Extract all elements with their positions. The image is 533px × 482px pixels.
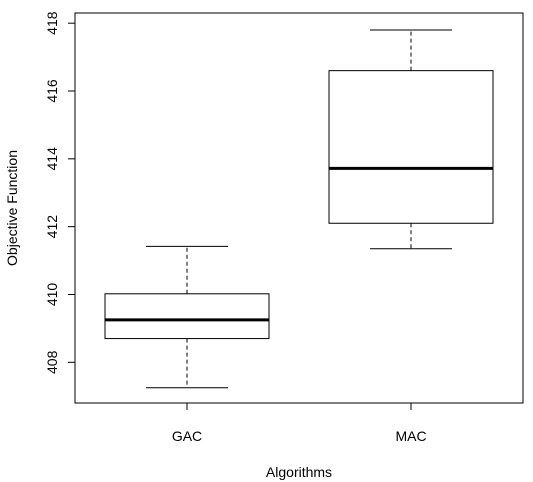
y-tick-label: 416 xyxy=(44,79,60,103)
x-tick-label: GAC xyxy=(172,428,202,444)
box-gac xyxy=(104,245,270,389)
box-mac xyxy=(328,29,494,250)
y-axis: 408 410 412 414 416 418 xyxy=(44,11,76,374)
y-tick-label: 414 xyxy=(44,147,60,171)
iqr-box xyxy=(328,70,494,224)
y-tick-label: 418 xyxy=(44,11,60,35)
x-tick-label: MAC xyxy=(395,428,426,444)
x-axis: GAC MAC xyxy=(172,403,427,444)
iqr-box xyxy=(104,293,270,340)
x-axis-label: Algorithms xyxy=(266,464,332,480)
y-axis-label: Objective Function xyxy=(4,150,20,266)
box-series xyxy=(104,29,494,389)
y-tick-label: 408 xyxy=(44,350,60,374)
y-tick-label: 412 xyxy=(44,215,60,239)
y-tick-label: 410 xyxy=(44,283,60,307)
